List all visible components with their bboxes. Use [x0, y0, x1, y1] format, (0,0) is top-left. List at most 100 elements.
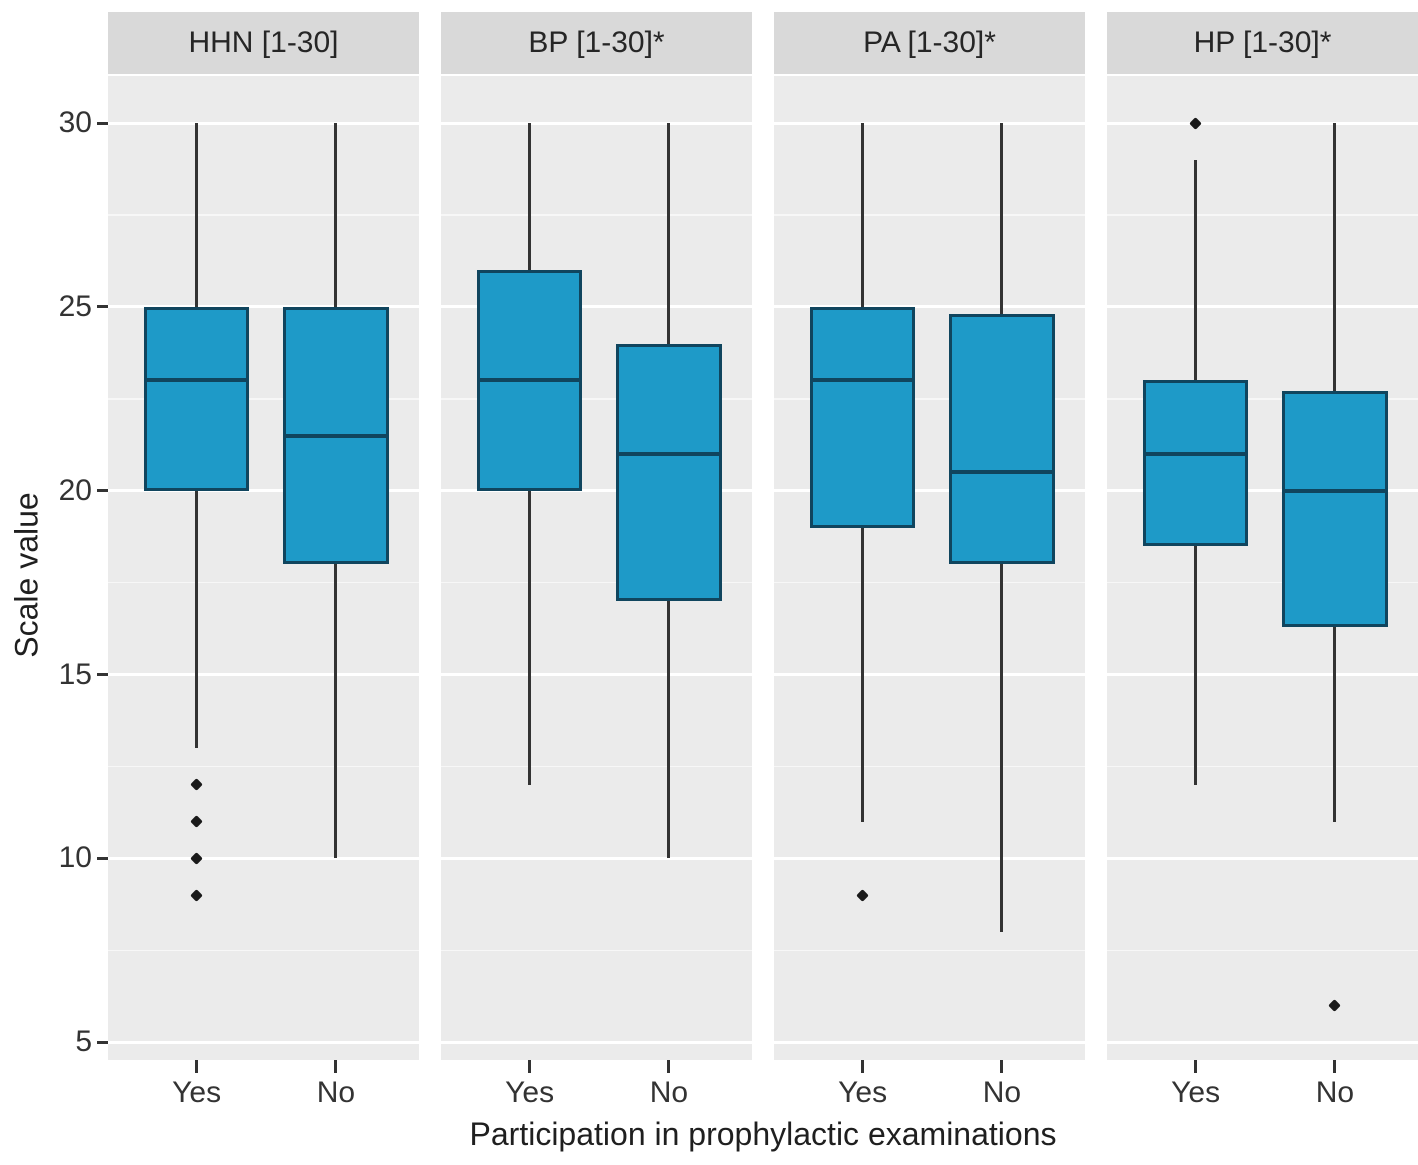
gridline-minor: [441, 765, 752, 768]
gridline-major: [441, 1040, 752, 1044]
facet-panel: [108, 76, 419, 1060]
facet-panel: [774, 76, 1085, 1060]
outlier-point: [1189, 116, 1202, 130]
median-line: [286, 433, 386, 438]
gridline-major: [108, 305, 419, 309]
median-line: [812, 378, 913, 383]
y-axis-tick-label: 25: [58, 289, 92, 323]
x-axis-tick-label: Yes: [172, 1076, 222, 1109]
gridline-major: [108, 673, 419, 677]
box-iqr: [143, 306, 250, 491]
box-iqr: [1282, 391, 1388, 627]
gridline-major: [441, 305, 752, 309]
x-axis-tick-label: No: [1315, 1076, 1355, 1109]
gridline-major: [441, 673, 752, 677]
outlier-point: [856, 888, 869, 902]
gridline-major: [1107, 673, 1418, 677]
y-axis-tick: [97, 489, 108, 493]
gridline-major: [774, 1040, 1085, 1044]
gridline-minor: [1107, 398, 1418, 400]
y-axis-tick: [97, 305, 108, 309]
y-axis-tick-label: 15: [58, 657, 92, 691]
median-line: [952, 470, 1052, 475]
gridline-major: [774, 856, 1085, 860]
gridline-major: [441, 856, 752, 860]
gridline-major: [1107, 489, 1418, 493]
gridline-major: [774, 489, 1085, 493]
facet-strip: PA [1-30]*: [774, 12, 1085, 74]
gridline-minor: [108, 765, 419, 768]
outlier-point: [190, 778, 203, 792]
facet-panel: [441, 76, 752, 1060]
facet-strip-label: PA [1-30]*: [863, 26, 996, 59]
facet-panel: [1107, 76, 1418, 1060]
outlier-point: [1328, 999, 1342, 1012]
facet-strip: BP [1-30]*: [441, 12, 752, 74]
x-axis-tick-label: Yes: [1171, 1076, 1221, 1109]
x-axis-tick-label: Yes: [505, 1076, 555, 1109]
facet-strip-label: HP [1-30]*: [1193, 26, 1332, 59]
facet-strip: HHN [1-30]: [108, 12, 419, 74]
gridline-major: [774, 673, 1085, 677]
gridline-major: [1107, 1040, 1418, 1044]
gridline-minor: [774, 398, 1085, 400]
gridline-minor: [441, 949, 752, 952]
gridline-minor: [1107, 214, 1418, 216]
y-axis-tick: [97, 1040, 108, 1044]
box-iqr: [616, 343, 722, 602]
facet-strip-label: HHN [1-30]: [188, 26, 339, 59]
outlier-point: [190, 888, 203, 902]
gridline-major: [108, 856, 419, 860]
gridline-major: [108, 489, 419, 493]
median-line: [146, 378, 247, 383]
gridline-minor: [108, 949, 419, 952]
facet-strip: HP [1-30]*: [1107, 12, 1418, 74]
gridline-minor: [774, 949, 1085, 952]
box-iqr: [949, 314, 1055, 565]
gridline-major: [1107, 121, 1418, 125]
median-line: [479, 378, 580, 383]
gridline-minor: [774, 765, 1085, 768]
x-axis-tick-label: No: [316, 1076, 356, 1109]
median-line: [619, 452, 719, 456]
gridline-major: [1107, 856, 1418, 860]
median-line: [1285, 488, 1385, 493]
x-axis-tick: [528, 1060, 532, 1073]
x-axis-tick: [1194, 1060, 1198, 1073]
gridline-major: [108, 1040, 419, 1044]
gridline-minor: [1107, 581, 1418, 584]
gridline-major: [774, 121, 1085, 125]
x-axis-tick-label: No: [982, 1076, 1022, 1109]
gridline-minor: [774, 581, 1085, 584]
y-axis-tick: [97, 121, 108, 125]
gridline-major: [774, 305, 1085, 309]
y-axis-tick: [97, 856, 108, 860]
x-axis-title: Participation in prophylactic examinatio…: [469, 1116, 1057, 1152]
y-axis-tick-label: 5: [75, 1025, 92, 1059]
y-axis-tick-label: 10: [58, 841, 92, 875]
gridline-minor: [1107, 765, 1418, 768]
y-axis-title: Scale value: [8, 492, 45, 658]
x-axis-tick: [861, 1060, 865, 1073]
gridline-minor: [441, 581, 752, 584]
x-axis-tick: [1000, 1060, 1004, 1073]
x-axis-tick-label: Yes: [838, 1076, 888, 1109]
y-axis-tick: [97, 673, 108, 677]
gridline-major: [1107, 305, 1418, 309]
gridline-minor: [774, 214, 1085, 216]
x-axis-tick: [1333, 1060, 1337, 1073]
gridline-major: [108, 121, 419, 125]
gridline-minor: [108, 398, 419, 400]
gridline-minor: [108, 581, 419, 584]
gridline-minor: [441, 398, 752, 400]
gridline-minor: [1107, 949, 1418, 952]
x-axis-tick: [334, 1060, 338, 1073]
gridline-minor: [441, 214, 752, 216]
outlier-point: [190, 815, 203, 829]
x-axis-tick: [667, 1060, 671, 1073]
y-axis-tick-label: 30: [58, 106, 92, 140]
median-line: [1145, 452, 1246, 456]
gridline-major: [441, 489, 752, 493]
gridline-major: [441, 121, 752, 125]
